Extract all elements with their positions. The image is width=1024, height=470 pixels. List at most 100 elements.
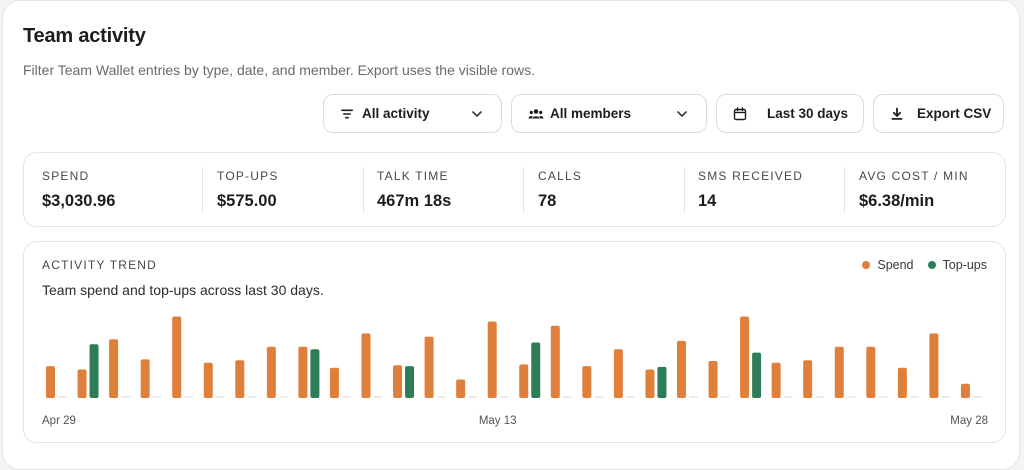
users-icon (528, 109, 544, 119)
members-filter-select[interactable]: All members (511, 94, 707, 133)
bar-top-ups-empty (783, 396, 793, 398)
bar-top-ups-empty (247, 396, 257, 398)
chevron-down-icon (677, 111, 687, 117)
bar-spend (424, 336, 434, 398)
bar-top-ups-empty (278, 396, 288, 398)
bar-spend (172, 316, 182, 398)
bar-top-ups-empty (625, 396, 635, 398)
x-tick-label: May 13 (479, 415, 517, 427)
bar-top-ups-empty (720, 396, 730, 398)
bar-spend (393, 365, 403, 398)
bar-top-ups (531, 342, 541, 398)
legend-item-spend: Spend (862, 258, 914, 272)
trend-title: ACTIVITY TREND (42, 258, 158, 272)
bar-spend (109, 339, 119, 398)
bar-top-ups-empty (121, 396, 131, 398)
bar-top-ups (310, 349, 320, 398)
legend-item-top-ups: Top-ups (927, 258, 987, 272)
filter-icon (341, 109, 353, 119)
chevron-down-icon (472, 111, 482, 117)
stat-label: SPEND (42, 169, 90, 183)
bar-top-ups-empty (58, 396, 67, 398)
bar-top-ups-empty (152, 396, 162, 398)
x-tick-label: Apr 29 (42, 415, 76, 427)
bar-top-ups-empty (846, 396, 856, 398)
stat-label: AVG COST / MIN (859, 169, 969, 183)
stat-label: CALLS (538, 169, 583, 183)
bar-top-ups-empty (878, 396, 888, 398)
stat-divider (523, 167, 524, 214)
bar-top-ups-empty (689, 396, 698, 398)
stat-value: $3,030.96 (42, 192, 116, 210)
bar-top-ups-empty (436, 396, 446, 398)
page-title: Team activity (23, 25, 146, 47)
page-subtitle: Filter Team Wallet entries by type, date… (23, 62, 535, 78)
stat-divider (684, 167, 685, 214)
bar-top-ups-empty (562, 396, 572, 398)
stat-value: $575.00 (217, 192, 277, 210)
bar-top-ups-empty (909, 396, 919, 398)
bar-top-ups-empty (941, 396, 951, 398)
stat-value: 467m 18s (377, 192, 452, 210)
bar-spend (613, 349, 623, 398)
date-range-label: Last 30 days (767, 106, 849, 121)
members-filter-label: All members (550, 106, 632, 121)
export-csv-button[interactable]: Export CSV (873, 94, 1004, 133)
bar-top-ups-empty (184, 396, 194, 398)
bar-spend (929, 333, 939, 398)
bar-top-ups-empty (815, 396, 825, 398)
bar-spend (298, 346, 308, 398)
legend-dot-spend (862, 261, 871, 269)
bar-top-ups-empty (499, 396, 509, 398)
bar-spend (897, 367, 907, 398)
legend-label: Top-ups (942, 258, 987, 272)
activity-trend-chart: Apr 29 May 13 May 28 (42, 316, 988, 427)
bar-spend (582, 366, 592, 398)
bar-spend (361, 333, 371, 398)
bar-spend (266, 346, 276, 398)
bar-spend (771, 362, 781, 398)
bar-top-ups-empty (215, 396, 225, 398)
bar-top-ups-empty (594, 396, 604, 398)
bar-spend (46, 366, 55, 398)
bar-spend (519, 364, 529, 398)
date-range-button[interactable]: Last 30 days (716, 94, 864, 133)
bar-spend (235, 360, 245, 398)
activity-trend-panel: ACTIVITY TREND Team spend and top-ups ac… (23, 241, 1006, 443)
x-tick-label: May 28 (950, 415, 988, 427)
stat-label: TALK TIME (377, 169, 449, 183)
bar-spend (645, 369, 655, 398)
bar-spend (677, 340, 686, 398)
activity-filter-select[interactable]: All activity (323, 94, 502, 133)
stat-value: $6.38/min (859, 192, 935, 210)
stat-divider (844, 167, 845, 214)
bar-top-ups-empty (373, 396, 383, 398)
bar-spend (866, 346, 876, 398)
legend-label: Spend (877, 258, 914, 272)
bar-spend (77, 369, 87, 398)
activity-filter-label: All activity (362, 106, 430, 121)
export-csv-label: Export CSV (917, 106, 992, 121)
stats-summary: SPEND $3,030.96 TOP-UPS $575.00 TALK TIM… (23, 152, 1006, 227)
stat-label: TOP-UPS (217, 169, 279, 183)
trend-subtitle: Team spend and top-ups across last 30 da… (42, 282, 324, 298)
bar-spend (803, 360, 813, 398)
chart-legend: Spend Top-ups (848, 258, 987, 272)
stat-divider (202, 167, 203, 214)
bar-spend (834, 346, 844, 398)
bar-spend (708, 361, 718, 398)
calendar-icon (733, 107, 747, 121)
bar-spend (960, 383, 970, 398)
bar-spend (329, 367, 339, 398)
bar-top-ups-empty (468, 396, 478, 398)
bar-top-ups (405, 366, 415, 398)
bar-spend (140, 359, 150, 398)
bar-top-ups (89, 344, 99, 398)
stat-value: 78 (538, 192, 557, 210)
bar-top-ups-empty (341, 396, 351, 398)
bar-top-ups (752, 352, 762, 398)
bar-spend (740, 316, 750, 398)
bar-top-ups-empty (972, 396, 982, 398)
legend-dot-top-ups (927, 261, 936, 269)
